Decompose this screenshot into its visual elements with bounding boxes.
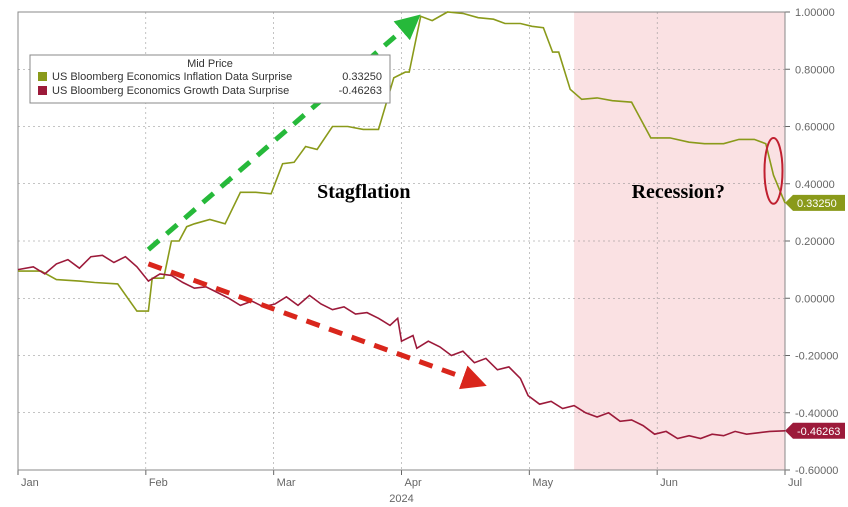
legend-value: -0.46263 [339, 85, 382, 97]
y-tick-label: -0.40000 [795, 408, 838, 420]
value-badge-text: 0.33250 [797, 198, 837, 210]
legend-value: 0.33250 [342, 71, 382, 83]
value-badge-text: -0.46263 [797, 426, 840, 438]
x-tick-label: Jul [788, 477, 802, 489]
x-tick-label: Apr [405, 477, 422, 489]
y-tick-label: -0.20000 [795, 351, 838, 363]
y-tick-label: 0.00000 [795, 293, 835, 305]
x-tick-label: Feb [149, 477, 168, 489]
chart-svg: 1.00000 0.80000 0.60000 0.40000 0.20000 0.000… [0, 0, 848, 507]
chart-container: 1.00000 0.80000 0.60000 0.40000 0.20000 0.000… [0, 0, 848, 507]
legend-label: US Bloomberg Economics Growth Data Surpr… [52, 85, 289, 97]
x-tick-label: Mar [277, 477, 296, 489]
y-tick-label: 1.00000 [795, 7, 835, 19]
y-tick-label: 0.80000 [795, 64, 835, 76]
y-tick-label: -0.60000 [795, 465, 838, 477]
y-tick-label: 0.60000 [795, 122, 835, 134]
x-tick-label: Jan [21, 477, 39, 489]
legend-swatch [38, 72, 47, 81]
x-tick-label: Jun [660, 477, 678, 489]
legend-label: US Bloomberg Economics Inflation Data Su… [52, 71, 292, 83]
annotation-text: Stagflation [317, 181, 410, 203]
annotation-text: Recession? [632, 181, 725, 203]
y-tick-label: 0.40000 [795, 179, 835, 191]
legend-swatch [38, 86, 47, 95]
x-year-label: 2024 [389, 493, 413, 505]
y-tick-label: 0.20000 [795, 236, 835, 248]
x-tick-label: May [532, 477, 553, 489]
legend-title: Mid Price [187, 58, 233, 70]
